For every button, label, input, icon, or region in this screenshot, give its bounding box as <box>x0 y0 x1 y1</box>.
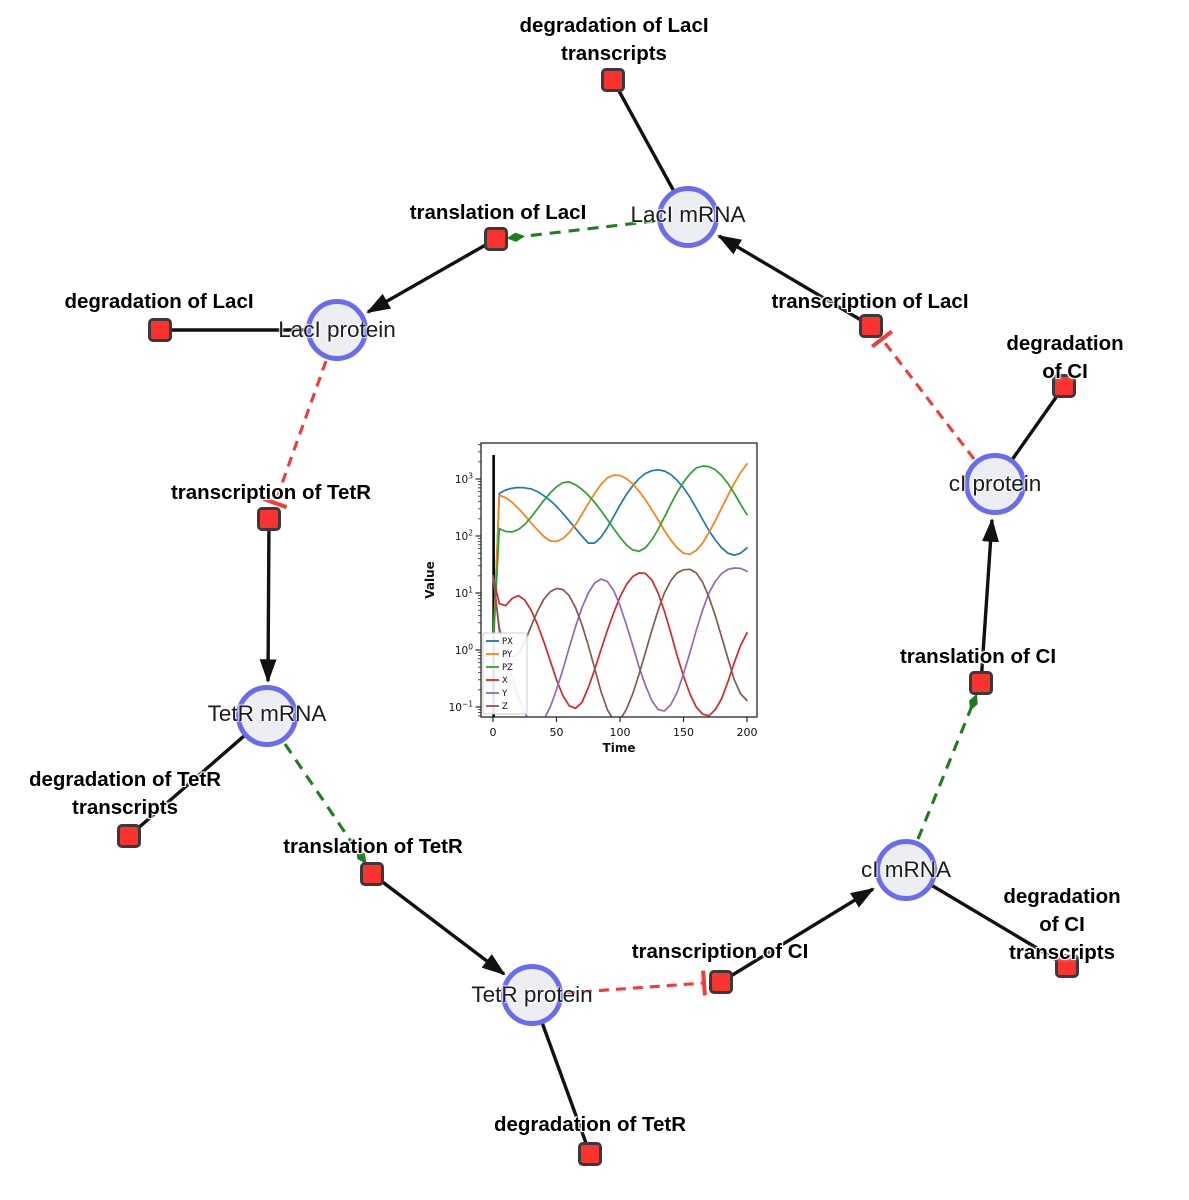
inset-chart-container: 10−1 100 101 102 103 0 50 100 150 200 PX PY PZ X Y Z Tim… <box>420 433 770 768</box>
reaction-node-degradation-of-tetr[interactable] <box>578 1142 602 1166</box>
svg-text:Value: Value <box>423 561 437 599</box>
edge-transcription-of-laci-to-laci-mrna <box>717 234 872 328</box>
edge-ci-mrna-modifies-translation-of-ci <box>916 693 978 840</box>
svg-text:PX: PX <box>502 637 513 647</box>
reaction-node-translation-of-ci[interactable] <box>969 671 993 695</box>
edge-laci-mrna-modifies-translation-of-laci <box>506 219 656 242</box>
reaction-node-degradation-of-laci[interactable] <box>148 318 172 342</box>
species-node-tetr-protein[interactable] <box>501 964 563 1026</box>
species-node-tetr-mrna[interactable] <box>236 685 298 747</box>
reaction-node-degradation-of-laci-transcripts[interactable] <box>601 68 625 92</box>
reaction-node-degradation-of-ci[interactable] <box>1052 374 1076 398</box>
edge-ci-mrna-to-degradation-of-ci-transcripts <box>905 868 1068 968</box>
species-node-ci-mrna[interactable] <box>875 839 937 901</box>
edge-translation-of-tetr-to-tetr-protein <box>370 872 506 976</box>
svg-text:Y: Y <box>501 689 508 699</box>
edge-transcription-of-tetr-to-tetr-mrna <box>259 518 277 684</box>
edge-tetr-mrna-modifies-translation-of-tetr <box>283 743 367 865</box>
svg-text:101: 101 <box>455 586 473 601</box>
reaction-node-degradation-of-tetr-transcripts[interactable] <box>117 824 141 848</box>
reaction-node-translation-of-tetr[interactable] <box>360 862 384 886</box>
reaction-node-transcription-of-laci[interactable] <box>859 314 883 338</box>
reaction-node-transcription-of-tetr[interactable] <box>257 507 281 531</box>
svg-text:10−1: 10−1 <box>449 700 474 715</box>
edge-translation-of-ci-to-ci-protein <box>979 517 1000 684</box>
svg-text:0: 0 <box>490 726 497 739</box>
species-node-laci-protein[interactable] <box>306 299 368 361</box>
edge-tetr-protein-inhibits-transcription-of-ci <box>564 970 707 996</box>
edge-transcription-of-ci-to-ci-mrna <box>720 887 875 984</box>
reaction-node-transcription-of-ci[interactable] <box>709 970 733 994</box>
species-node-laci-mrna[interactable] <box>657 186 719 248</box>
svg-text:200: 200 <box>737 726 758 739</box>
svg-text:PZ: PZ <box>502 663 513 673</box>
inset-timeseries-chart: 10−1 100 101 102 103 0 50 100 150 200 PX PY PZ XYZ Tim… <box>423 442 758 755</box>
svg-text:150: 150 <box>673 726 694 739</box>
svg-text:Z: Z <box>502 702 508 712</box>
svg-text:Time: Time <box>603 741 636 755</box>
species-node-ci-protein[interactable] <box>964 453 1026 515</box>
svg-text:100: 100 <box>455 643 473 658</box>
svg-text:102: 102 <box>455 529 473 544</box>
svg-text:PY: PY <box>502 650 513 660</box>
edge-ci-protein-inhibits-transcription-of-laci <box>870 329 976 460</box>
edge-laci-protein-inhibits-transcription-of-tetr <box>262 360 328 510</box>
svg-text:103: 103 <box>455 472 473 487</box>
reaction-node-translation-of-laci[interactable] <box>484 227 508 251</box>
edge-translation-of-laci-to-laci-protein <box>366 237 497 314</box>
svg-text:X: X <box>502 676 508 686</box>
svg-text:100: 100 <box>610 726 631 739</box>
reaction-node-degradation-of-ci-transcripts[interactable] <box>1055 954 1079 978</box>
svg-text:50: 50 <box>550 726 564 739</box>
